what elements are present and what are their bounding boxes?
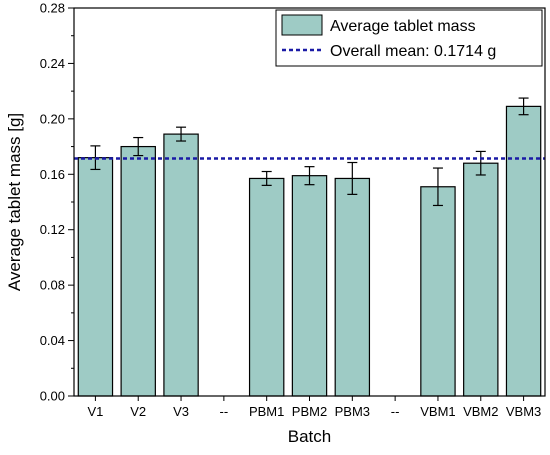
x-tick-label: VBM3	[506, 404, 541, 419]
bar-v3	[163, 133, 199, 397]
y-tick-label: 0.16	[40, 167, 65, 182]
legend-label-series: Average tablet mass	[330, 18, 476, 35]
y-tick-label: 0.12	[40, 222, 65, 237]
bar-vbm1	[420, 186, 456, 397]
legend-swatch-bar	[281, 14, 323, 36]
bar-pbm1	[248, 177, 285, 397]
x-tick-label: PBM1	[249, 404, 284, 419]
x-tick-label: PBM3	[335, 404, 370, 419]
x-axis-ticks: V1 V2 V3 -- PBM1 PBM2 PBM3 -- VBM1 VBM2 VBM3	[87, 396, 541, 419]
bar-v2	[120, 145, 156, 397]
legend-label-mean: Overall mean: 0.1714 g	[330, 43, 496, 60]
x-tick-label: V2	[130, 404, 146, 419]
y-axis-ticks: 0.00 0.04 0.08 0.12 0.16 0.20 0.24 0.28	[40, 1, 74, 404]
x-tick-label: V3	[173, 404, 189, 419]
y-tick-label: 0.04	[40, 333, 65, 348]
y-tick-label: 0.00	[40, 389, 65, 404]
x-tick-label: --	[391, 404, 400, 419]
bar-vbm3	[505, 105, 542, 397]
bar-pbm2	[291, 175, 328, 397]
x-tick-label: VBM1	[420, 404, 455, 419]
x-tick-label: --	[220, 404, 229, 419]
bars-group	[77, 105, 542, 397]
x-tick-label: VBM2	[463, 404, 498, 419]
x-tick-label: V1	[87, 404, 103, 419]
bar-v1	[77, 157, 114, 397]
x-tick-label: PBM2	[292, 404, 327, 419]
bar-pbm3	[334, 177, 371, 397]
legend: Average tablet mass Overall mean: 0.1714…	[275, 9, 543, 67]
error-bars-group	[90, 97, 529, 207]
y-tick-label: 0.08	[40, 278, 65, 293]
y-tick-label: 0.24	[40, 56, 65, 71]
x-axis-label: Batch	[288, 427, 331, 446]
bar-vbm2	[463, 162, 499, 397]
y-axis-label: Average tablet mass [g]	[5, 113, 24, 291]
y-tick-label: 0.20	[40, 111, 65, 126]
y-tick-label: 0.28	[40, 1, 65, 16]
